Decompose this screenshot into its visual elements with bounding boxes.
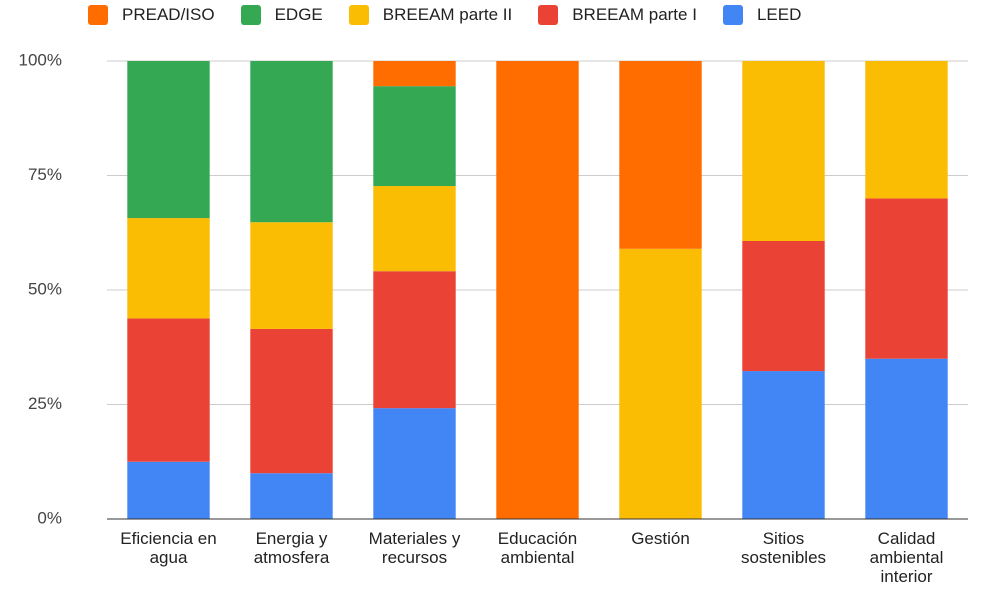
legend-item: EDGE bbox=[240, 5, 323, 25]
bar-segment bbox=[250, 222, 333, 329]
legend-label: BREEAM parte I bbox=[572, 5, 697, 24]
bar-segment bbox=[496, 61, 579, 519]
bar-segment bbox=[250, 61, 333, 223]
bar-segment bbox=[742, 371, 825, 519]
bar-segment bbox=[127, 461, 210, 519]
x-tick-label: Energia y atmosfera bbox=[253, 529, 330, 567]
bar-segment bbox=[742, 61, 825, 241]
legend-label: PREAD/ISO bbox=[122, 5, 215, 24]
legend-swatch bbox=[88, 5, 108, 25]
bar-segment bbox=[373, 271, 456, 409]
bar-segment bbox=[619, 248, 702, 519]
legend-swatch bbox=[348, 5, 369, 25]
legend-swatch bbox=[722, 5, 743, 25]
bar-segment bbox=[127, 318, 210, 462]
bar-segment bbox=[865, 198, 948, 359]
bar-segment bbox=[127, 61, 210, 219]
bar-segment bbox=[373, 86, 456, 187]
y-tick-label: 25% bbox=[28, 394, 62, 413]
y-tick-label: 75% bbox=[28, 165, 62, 184]
legend-item: BREEAM parte II bbox=[348, 5, 513, 25]
legend-item: LEED bbox=[722, 5, 802, 25]
bar-segment bbox=[742, 240, 825, 372]
x-tick-label: Gestión bbox=[631, 529, 690, 548]
y-tick-label: 100% bbox=[19, 50, 62, 69]
bar-segment bbox=[250, 328, 333, 474]
legend-label: EDGE bbox=[274, 5, 323, 24]
bar-segment bbox=[373, 408, 456, 519]
bar-segment bbox=[373, 186, 456, 272]
legend-swatch bbox=[538, 5, 559, 25]
x-tick-label: Eficiencia en agua bbox=[120, 529, 217, 567]
legend-swatch bbox=[240, 5, 261, 25]
legend-item: BREEAM parte I bbox=[538, 5, 697, 25]
bar-segment bbox=[865, 61, 948, 199]
legend-item: PREAD/ISO bbox=[88, 5, 215, 25]
bar-segment bbox=[619, 61, 702, 249]
x-tick-label: Calidad ambiental interior bbox=[869, 529, 944, 586]
legend: PREAD/ISO EDGE BREEAM parte II BREEAM parte… bbox=[88, 5, 801, 25]
x-tick-label: Sitios sostenibles bbox=[740, 529, 827, 567]
x-tick-label: Educación ambiental bbox=[497, 529, 578, 567]
legend-label: BREEAM parte II bbox=[382, 5, 513, 24]
bar-segment bbox=[127, 218, 210, 319]
y-tick-label: 50% bbox=[28, 279, 62, 298]
legend-label: LEED bbox=[756, 5, 802, 24]
bar-segment bbox=[250, 473, 333, 519]
bar-segment bbox=[373, 61, 456, 87]
x-tick-label: Materiales y recursos bbox=[368, 529, 461, 567]
y-tick-label: 0% bbox=[37, 508, 62, 527]
bar-segment bbox=[865, 358, 948, 519]
